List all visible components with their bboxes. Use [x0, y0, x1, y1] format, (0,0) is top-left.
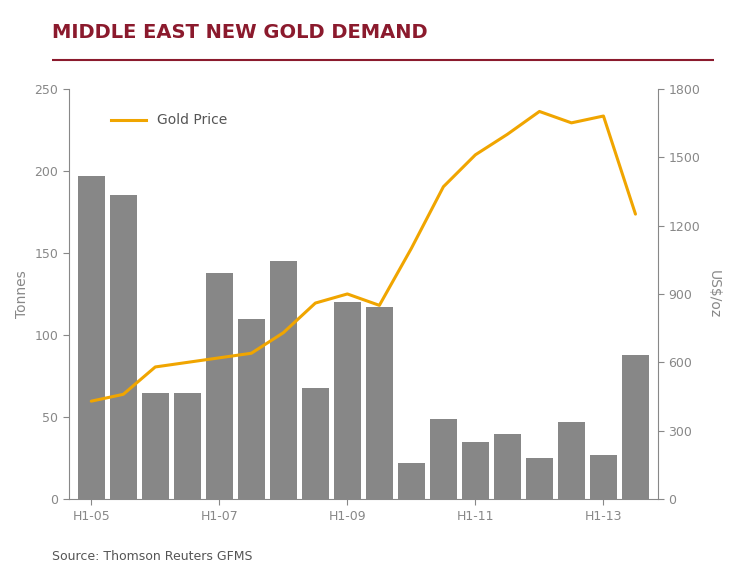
Bar [366, 307, 393, 499]
Bar [238, 319, 265, 499]
Bar [494, 434, 521, 499]
Y-axis label: US$/oz: US$/oz [707, 270, 721, 318]
Text: Source: Thomson Reuters GFMS: Source: Thomson Reuters GFMS [52, 550, 252, 563]
Bar [78, 176, 105, 499]
Bar [590, 455, 617, 499]
Bar [333, 302, 361, 499]
Bar [461, 442, 489, 499]
Bar [622, 355, 649, 499]
Bar [205, 273, 233, 499]
Legend: Gold Price: Gold Price [105, 108, 233, 133]
Bar [302, 388, 329, 499]
Text: MIDDLE EAST NEW GOLD DEMAND: MIDDLE EAST NEW GOLD DEMAND [52, 23, 427, 42]
Bar [558, 422, 585, 499]
Bar [174, 392, 201, 499]
Bar [269, 261, 297, 499]
Bar [526, 458, 553, 499]
Y-axis label: Tonnes: Tonnes [15, 270, 29, 318]
Bar [110, 196, 137, 499]
Bar [430, 419, 457, 499]
Bar [141, 392, 169, 499]
Bar [397, 463, 425, 499]
